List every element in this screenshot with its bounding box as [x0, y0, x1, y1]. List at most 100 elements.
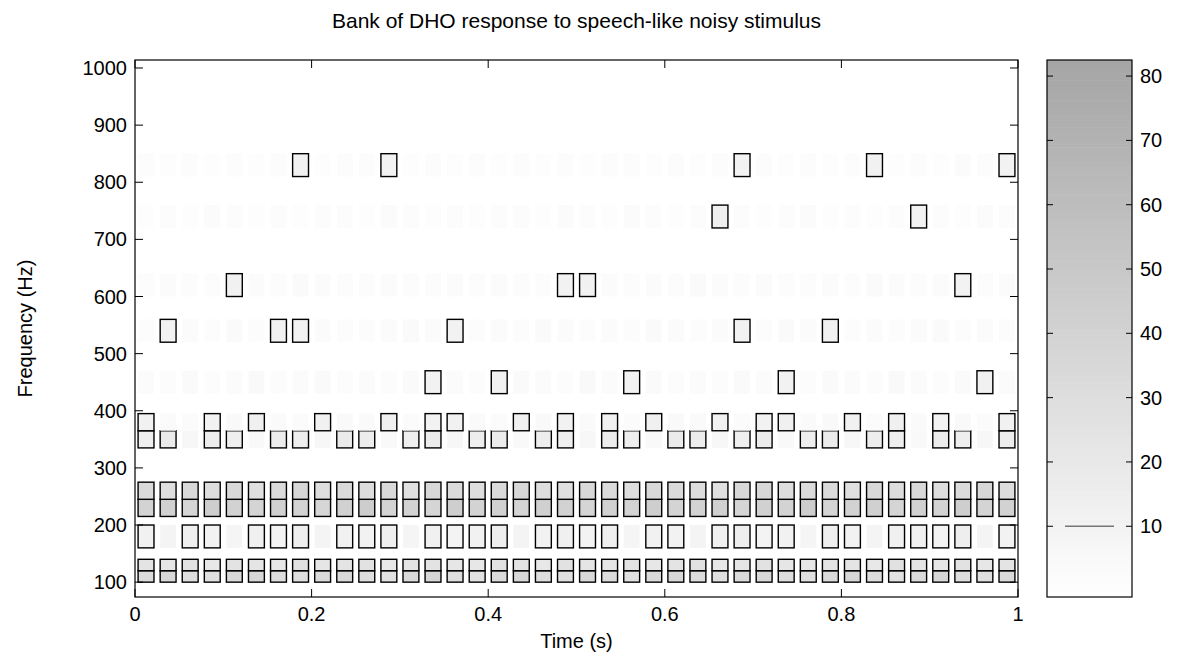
- x-tick: [311, 589, 312, 597]
- cell: [469, 499, 485, 516]
- cell: [867, 525, 883, 548]
- colorbar-strip: [1047, 322, 1132, 329]
- cell: [867, 274, 883, 297]
- y-tick: [135, 296, 143, 297]
- plot-frame: [135, 60, 1018, 597]
- colorbar-strip: [1047, 114, 1132, 121]
- colorbar-strip: [1047, 268, 1132, 275]
- cell: [867, 371, 883, 394]
- cell: [204, 571, 220, 582]
- cell: [403, 154, 419, 177]
- cell: [381, 274, 397, 297]
- colorbar-strip: [1047, 396, 1132, 403]
- cell: [778, 274, 794, 297]
- cell: [138, 559, 154, 570]
- colorbar-strip: [1047, 134, 1132, 141]
- cell: [690, 431, 706, 448]
- y-tick: [135, 125, 143, 126]
- y-tick-label: 200: [94, 514, 127, 536]
- cell: [734, 431, 750, 448]
- colorbar-strip: [1047, 530, 1132, 537]
- cell: [138, 499, 154, 516]
- cell: [558, 205, 574, 228]
- cell: [182, 274, 198, 297]
- cell: [337, 154, 353, 177]
- cell: [867, 205, 883, 228]
- cell: [204, 499, 220, 516]
- cell: [933, 482, 949, 499]
- colorbar-strip: [1047, 523, 1132, 530]
- cell: [271, 371, 287, 394]
- cell: [226, 559, 242, 570]
- cell: [513, 154, 529, 177]
- colorbar-strip: [1047, 543, 1132, 550]
- cell: [403, 414, 419, 431]
- cell: [204, 559, 220, 570]
- colorbar-strip: [1047, 107, 1132, 114]
- colorbar-strip: [1047, 369, 1132, 376]
- cell: [513, 571, 529, 582]
- cell: [558, 482, 574, 499]
- cell: [226, 371, 242, 394]
- x-tick: [664, 60, 665, 68]
- cell: [491, 499, 507, 516]
- colorbar-strip: [1047, 194, 1132, 201]
- cell: [999, 571, 1015, 582]
- colorbar-strip: [1047, 409, 1132, 416]
- cell: [469, 154, 485, 177]
- cell: [535, 499, 551, 516]
- cell: [138, 414, 154, 431]
- cell: [889, 431, 905, 448]
- cell: [822, 559, 838, 570]
- x-tick: [841, 589, 842, 597]
- cell: [359, 499, 375, 516]
- cell: [381, 154, 397, 177]
- cell: [160, 499, 176, 516]
- cell: [955, 499, 971, 516]
- cell: [933, 205, 949, 228]
- cell: [844, 371, 860, 394]
- y-tick: [1010, 582, 1018, 583]
- y-tick-label: 1000: [83, 57, 128, 79]
- cell: [911, 319, 927, 342]
- colorbar-strip: [1047, 449, 1132, 456]
- cell: [756, 319, 772, 342]
- cell: [602, 499, 618, 516]
- cell: [204, 525, 220, 548]
- colorbar-tick: [1047, 397, 1053, 398]
- cell: [690, 319, 706, 342]
- cell: [844, 499, 860, 516]
- cell: [226, 525, 242, 548]
- cell: [469, 274, 485, 297]
- cell: [204, 371, 220, 394]
- cell: [756, 274, 772, 297]
- cell: [271, 559, 287, 570]
- cell: [602, 274, 618, 297]
- cell: [668, 154, 684, 177]
- colorbar-strip: [1047, 295, 1132, 302]
- cell: [315, 371, 331, 394]
- cell: [182, 205, 198, 228]
- cell: [381, 525, 397, 548]
- cell: [889, 371, 905, 394]
- cell: [226, 499, 242, 516]
- cell: [712, 482, 728, 499]
- cell: [558, 499, 574, 516]
- colorbar-strip: [1047, 476, 1132, 483]
- cell: [756, 414, 772, 431]
- cell: [580, 525, 596, 548]
- y-tick: [135, 67, 143, 68]
- cell: [756, 571, 772, 582]
- cell: [955, 319, 971, 342]
- cell: [580, 319, 596, 342]
- cell: [734, 414, 750, 431]
- colorbar-strip: [1047, 141, 1132, 148]
- cell: [844, 525, 860, 548]
- cell: [602, 371, 618, 394]
- cell: [337, 525, 353, 548]
- cell: [690, 371, 706, 394]
- cell: [668, 205, 684, 228]
- cell: [977, 499, 993, 516]
- cell: [160, 205, 176, 228]
- cell: [822, 274, 838, 297]
